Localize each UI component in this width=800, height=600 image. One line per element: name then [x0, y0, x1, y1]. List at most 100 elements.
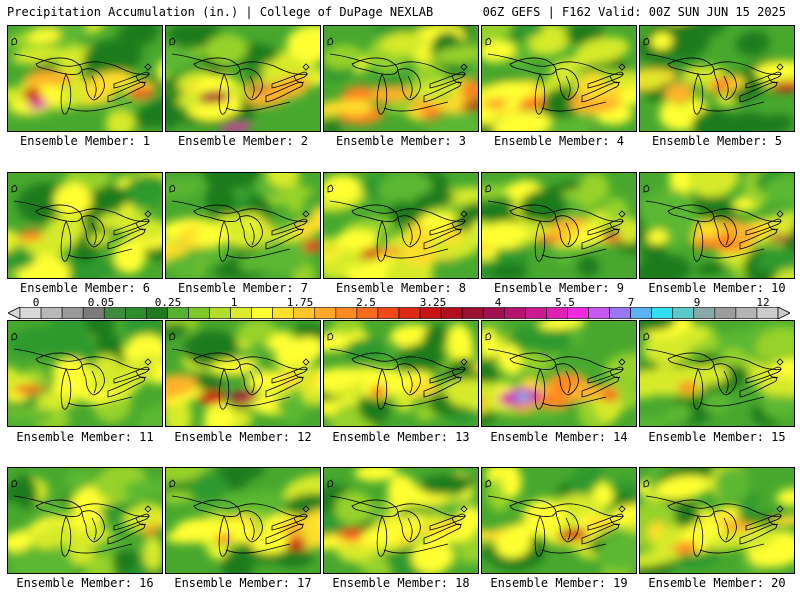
ensemble-map-panel — [323, 320, 479, 427]
ensemble-member-label: Ensemble Member: 15 — [648, 430, 786, 444]
map-outline — [643, 479, 784, 557]
precipitation-map — [482, 173, 636, 278]
colorbar-box — [146, 307, 168, 319]
colorbar-box — [609, 307, 631, 319]
ensemble-map-panel — [165, 467, 321, 574]
map-outline — [169, 332, 310, 410]
colorbar-box — [419, 307, 442, 319]
ensemble-map-panel — [639, 172, 795, 279]
colorbar-box — [209, 307, 231, 319]
colorbar-box — [103, 307, 126, 319]
map-outline — [643, 332, 784, 410]
ensemble-member-label: Ensemble Member: 5 — [651, 134, 783, 148]
colorbar-box — [230, 307, 252, 319]
colorbar-tick-label: 5.5 — [555, 296, 575, 309]
precipitation-map — [640, 468, 794, 573]
map-outline — [169, 479, 310, 557]
map-outline — [169, 37, 310, 115]
ensemble-member-label: Ensemble Member: 14 — [490, 430, 628, 444]
ensemble-map-panel — [481, 320, 637, 427]
colorbar-tick-label: 7 — [627, 296, 635, 309]
colorbar-box — [756, 307, 779, 319]
colorbar-box — [588, 307, 610, 319]
map-outline — [485, 479, 626, 557]
precipitation-map — [166, 321, 320, 426]
colorbar-box — [525, 307, 547, 319]
colorbar-box — [651, 307, 674, 319]
colorbar-tick-label: 1 — [230, 296, 238, 309]
precipitation-map — [8, 321, 162, 426]
precipitation-map — [482, 468, 636, 573]
ensemble-map-panel — [165, 172, 321, 279]
ensemble-map-panel — [165, 25, 321, 132]
ensemble-member-label: Ensemble Member: 6 — [19, 281, 151, 295]
colorbar-box — [693, 307, 716, 319]
map-outline — [11, 37, 152, 115]
colorbar-box — [377, 307, 400, 319]
colorbar-box — [672, 307, 695, 319]
ensemble-map-panel — [7, 467, 163, 574]
page-title: Precipitation Accumulation (in.) | Colle… — [7, 5, 434, 19]
run-info: 06Z GEFS | F162 Valid: 00Z SUN JUN 15 20… — [482, 5, 786, 19]
colorbar-tick-label: 0.25 — [154, 296, 182, 309]
colorbar-box — [482, 307, 505, 319]
precipitation-map — [640, 321, 794, 426]
colorbar-box — [167, 307, 189, 319]
colorbar-box — [188, 307, 210, 319]
ensemble-member-label: Ensemble Member: 18 — [332, 576, 470, 590]
map-outline — [327, 332, 468, 410]
ensemble-map-panel — [323, 467, 479, 574]
colorbar-tick-label: 12 — [756, 296, 770, 309]
precipitation-map — [8, 26, 162, 131]
colorbar-box — [82, 307, 105, 319]
precipitation-map — [640, 26, 794, 131]
ensemble-member-label: Ensemble Member: 7 — [177, 281, 309, 295]
ensemble-member-label: Ensemble Member: 16 — [16, 576, 154, 590]
colorbar-box — [335, 307, 358, 319]
ensemble-map-panel — [7, 172, 163, 279]
colorbar-box — [398, 307, 421, 319]
precipitation-map — [482, 26, 636, 131]
map-outline — [169, 184, 310, 262]
ensemble-member-label: Ensemble Member: 10 — [648, 281, 786, 295]
colorbar-max-arrow — [777, 307, 790, 319]
colorbar-tick-label: 0 — [32, 296, 40, 309]
ensemble-member-label: Ensemble Member: 20 — [648, 576, 786, 590]
ensemble-member-label: Ensemble Member: 9 — [493, 281, 625, 295]
colorbar-box — [630, 307, 652, 319]
colorbar-box — [461, 307, 484, 319]
colorbar-box — [440, 307, 463, 319]
ensemble-member-label: Ensemble Member: 19 — [490, 576, 628, 590]
map-outline — [485, 184, 626, 262]
precipitation-map — [166, 173, 320, 278]
map-outline — [327, 37, 468, 115]
ensemble-member-label: Ensemble Member: 11 — [16, 430, 154, 444]
precipitation-map — [8, 468, 162, 573]
ensemble-map-panel — [7, 320, 163, 427]
ensemble-map-panel — [165, 320, 321, 427]
colorbar-box — [272, 307, 295, 319]
ensemble-member-label: Ensemble Member: 3 — [335, 134, 467, 148]
ensemble-member-label: Ensemble Member: 2 — [177, 134, 309, 148]
map-outline — [643, 37, 784, 115]
ensemble-map-panel — [639, 320, 795, 427]
colorbar-box — [19, 307, 42, 319]
precipitation-map — [324, 321, 478, 426]
colorbar-tick-label: 2.5 — [356, 296, 376, 309]
precipitation-map — [640, 173, 794, 278]
ensemble-map-panel — [639, 25, 795, 132]
ensemble-map-panel — [481, 25, 637, 132]
colorbar-box — [61, 307, 84, 319]
colorbar — [8, 307, 790, 319]
map-outline — [327, 479, 468, 557]
ensemble-member-label: Ensemble Member: 8 — [335, 281, 467, 295]
colorbar-tick-label: 9 — [693, 296, 701, 309]
precipitation-map — [166, 26, 320, 131]
ensemble-member-label: Ensemble Member: 4 — [493, 134, 625, 148]
colorbar-box — [251, 307, 273, 319]
map-outline — [11, 184, 152, 262]
map-outline — [485, 37, 626, 115]
map-outline — [643, 184, 784, 262]
ensemble-map-panel — [323, 25, 479, 132]
ensemble-member-label: Ensemble Member: 13 — [332, 430, 470, 444]
